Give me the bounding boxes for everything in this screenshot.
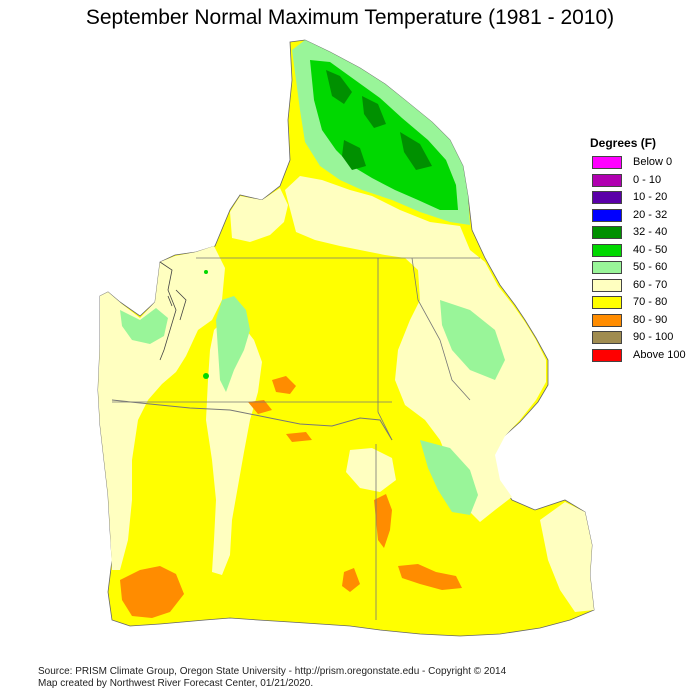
zone-80-90-southeast [398, 564, 462, 590]
legend-swatch [592, 348, 622, 362]
legend-item: 60 - 70 [592, 277, 667, 295]
legend-item: 50 - 60 [592, 259, 667, 277]
map-title: September Normal Maximum Temperature (19… [85, 6, 615, 29]
legend-item: 80 - 90 [592, 312, 667, 330]
legend-swatch [592, 208, 622, 222]
legend-item: 32 - 40 [592, 224, 667, 242]
legend-swatch [592, 156, 622, 169]
legend-swatch [592, 173, 622, 187]
legend-swatch [592, 261, 622, 274]
source-credit: Source: PRISM Climate Group, Oregon Stat… [38, 666, 507, 677]
legend-label: 40 - 50 [633, 243, 668, 256]
legend-item: 10 - 20 [592, 189, 667, 207]
legend-item: Below 0 [592, 154, 672, 172]
zone-80-90-south-central [342, 568, 360, 592]
legend-label: Below 0 [633, 156, 673, 168]
legend-swatch [592, 243, 622, 257]
zone-80-90-columbia-b [286, 432, 312, 442]
zone-50-60-eastern [440, 300, 505, 380]
legend-swatch [592, 331, 622, 344]
legend-items: Below 0 0 - 10 10 - 20 20 - 32 32 - 40 4… [592, 154, 686, 365]
legend-item: 0 - 10 [592, 172, 661, 190]
legend-label: 90 - 100 [633, 331, 674, 343]
legend-label: 0 - 10 [633, 173, 662, 186]
legend-label: Above 100 [633, 348, 686, 361]
legend-swatch [592, 226, 622, 239]
zone-60-70-northwest [230, 188, 288, 242]
legend-label: 20 - 32 [633, 208, 668, 221]
zone-80-90-southwest [120, 566, 184, 618]
legend-item: 40 - 50 [592, 242, 667, 260]
map-footer: Source: PRISM Climate Group, Oregon Stat… [38, 666, 506, 690]
zone-32-40-north-c [400, 132, 432, 170]
legend-label: 80 - 90 [633, 313, 668, 326]
legend-label: 32 - 40 [633, 226, 668, 238]
zone-60-70-cascades [206, 318, 262, 575]
zone-60-70-north [285, 176, 546, 522]
zone-32-40-north-d [342, 140, 366, 170]
legend-swatch [592, 278, 622, 292]
zone-50-60-cascades [216, 296, 250, 392]
idaho-west-border [377, 258, 393, 441]
zone-50-60-olympics [120, 308, 168, 344]
zone-32-40-north-b [362, 96, 386, 128]
legend-title: Degrees (F) [590, 136, 657, 150]
legend-swatch [592, 191, 622, 204]
puget-sound-islands [159, 261, 187, 361]
legend-label: 60 - 70 [633, 278, 668, 291]
map-credit: Map created by Northwest River Forecast … [38, 678, 314, 689]
zone-60-70-central [346, 448, 396, 492]
legend-item: 90 - 100 [592, 329, 673, 347]
zone-50-60-blue-mountains [420, 440, 478, 515]
legend-item: 70 - 80 [592, 294, 667, 312]
legend-label: 50 - 60 [633, 261, 668, 273]
zone-40-50-rainier [203, 373, 209, 379]
legend-label: 10 - 20 [633, 191, 668, 203]
legend-item: Above 100 [592, 347, 686, 365]
montana-border [411, 257, 471, 401]
zone-80-90-yakima [272, 376, 296, 394]
zone-32-40-north-a [326, 70, 352, 104]
zone-60-70-south-fringe [540, 502, 594, 612]
columbia-river [111, 399, 393, 441]
legend-item: 20 - 32 [592, 207, 667, 225]
zone-40-50-adams [204, 270, 208, 274]
zone-80-90-columbia-a [248, 400, 272, 414]
legend-swatch [592, 296, 622, 309]
map-legend: Degrees (F) Below 0 0 - 10 10 - 20 20 - … [590, 136, 686, 365]
legend-swatch [592, 313, 622, 327]
zone-80-90-snake [374, 494, 392, 548]
legend-label: 70 - 80 [633, 296, 668, 308]
